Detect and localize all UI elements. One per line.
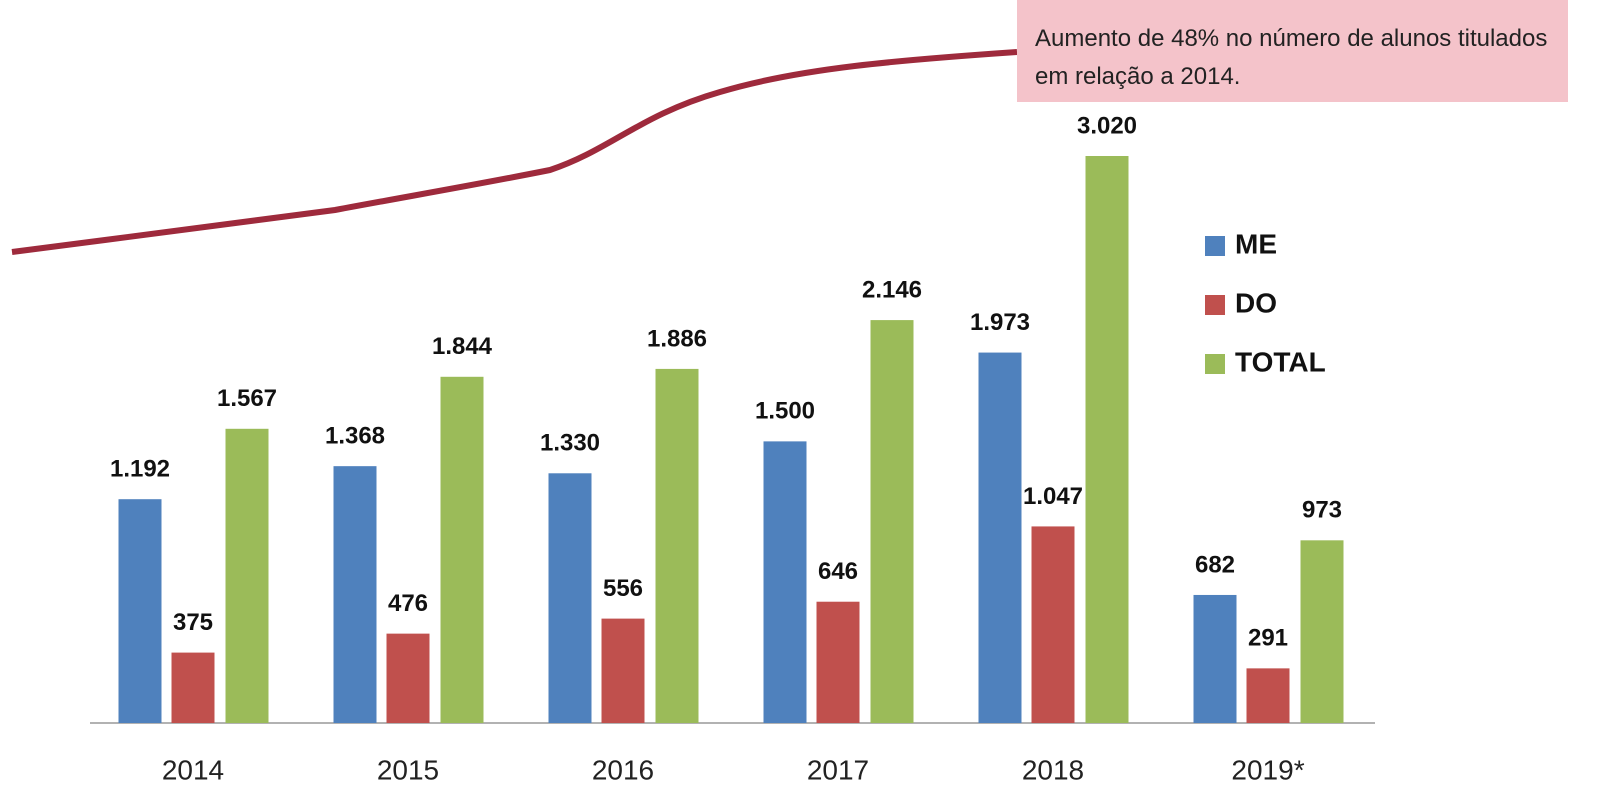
value-label: 1.368 — [325, 423, 385, 450]
bar — [978, 352, 1022, 723]
value-label: 2.146 — [862, 276, 922, 303]
value-label: 3.020 — [1077, 112, 1137, 139]
value-label: 375 — [173, 609, 213, 636]
bar — [816, 601, 860, 723]
legend-swatch — [1205, 236, 1225, 256]
x-tick-label: 2016 — [592, 754, 654, 785]
x-tick-label: 2014 — [162, 754, 224, 785]
legend-swatch — [1205, 295, 1225, 315]
x-tick-label: 2017 — [807, 754, 869, 785]
value-label: 973 — [1302, 497, 1342, 524]
value-label: 1.330 — [540, 430, 600, 457]
value-label: 1.886 — [647, 325, 707, 352]
bar — [763, 441, 807, 723]
value-label: 556 — [603, 575, 643, 602]
trend-curve — [11, 49, 1018, 255]
bar — [1031, 526, 1075, 723]
x-tick-label: 2015 — [377, 754, 439, 785]
bar — [333, 466, 377, 723]
legend-swatch — [1205, 354, 1225, 374]
x-tick-label: 2018 — [1022, 754, 1084, 785]
bar — [548, 473, 592, 723]
bar — [225, 428, 269, 723]
bar — [1246, 668, 1290, 723]
value-label: 476 — [388, 590, 428, 617]
bar — [386, 633, 430, 723]
bar — [118, 499, 162, 723]
value-label: 682 — [1195, 551, 1235, 578]
x-tick-label: 2019* — [1231, 754, 1304, 785]
bar — [655, 368, 699, 723]
value-label: 1.047 — [1023, 483, 1083, 510]
legend-label: ME — [1235, 228, 1277, 259]
bar — [440, 376, 484, 723]
value-label: 1.567 — [217, 385, 277, 412]
value-label: 291 — [1248, 625, 1288, 652]
value-label: 1.192 — [110, 456, 170, 483]
legend-label: DO — [1235, 287, 1277, 318]
value-label: 1.973 — [970, 309, 1030, 336]
bar — [870, 320, 914, 723]
value-label: 1.844 — [432, 333, 493, 360]
bar — [171, 652, 215, 723]
legend-label: TOTAL — [1235, 346, 1326, 377]
value-label: 1.500 — [755, 398, 815, 425]
bar — [1085, 156, 1129, 723]
bar — [1300, 540, 1344, 723]
bar — [601, 618, 645, 723]
annotation: Aumento de 48% no número de alunos titul… — [1017, 0, 1568, 102]
value-label: 646 — [818, 558, 858, 585]
bar — [1193, 594, 1237, 723]
